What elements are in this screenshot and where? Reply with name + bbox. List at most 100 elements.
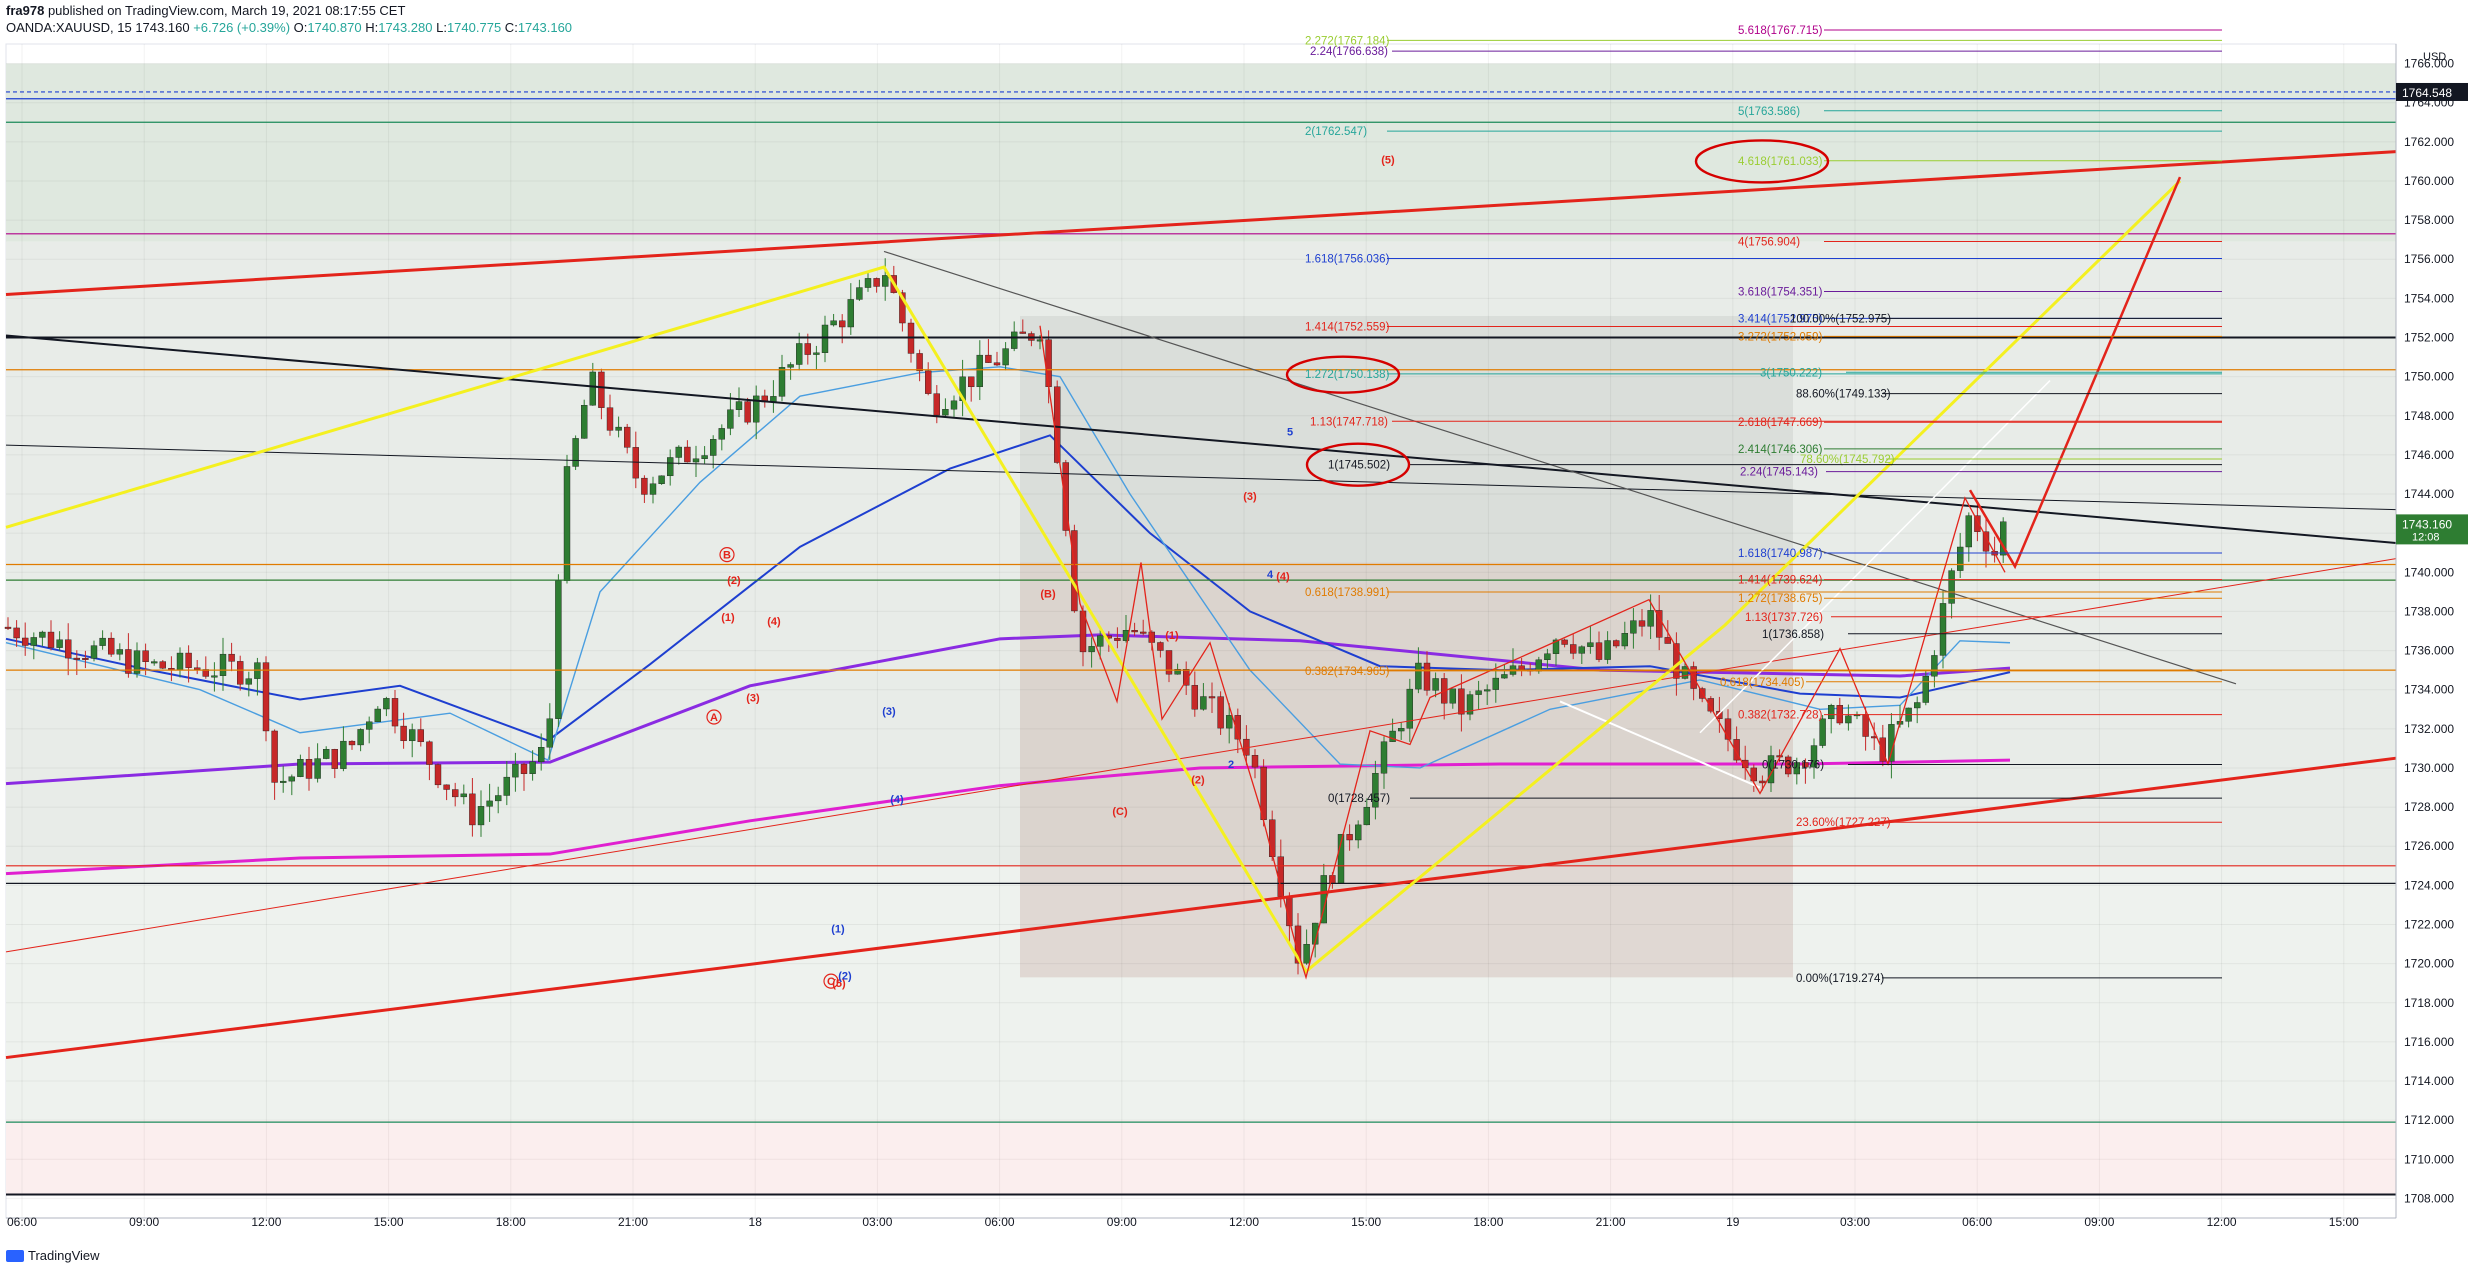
candle (1217, 696, 1224, 729)
y-tick-label: 1760.000 (2404, 174, 2454, 188)
fib-label: 3.618(1754.351) (1738, 286, 1823, 298)
candle (1913, 702, 1921, 709)
candle (718, 428, 725, 440)
candle (1793, 762, 1801, 775)
candle (1294, 925, 1302, 964)
tradingview-logo-icon (6, 1249, 24, 1262)
x-tick-label: 06:00 (985, 1215, 1015, 1229)
candle (546, 718, 553, 748)
y-tick-label: 1732.000 (2404, 722, 2454, 736)
wave-label-circle (719, 547, 735, 563)
fib-label: 1.618(1740.987) (1738, 548, 1823, 560)
y-tick-label: 1752.000 (2404, 331, 2454, 345)
candle (1647, 610, 1654, 627)
candle (1466, 694, 1474, 715)
candle (1449, 688, 1457, 704)
candle (1724, 718, 1732, 740)
last-price: 1743.160 (135, 20, 190, 35)
fib-label: 1.414(1752.559) (1305, 322, 1390, 334)
candle (710, 439, 717, 456)
x-tick-label: 12:00 (251, 1215, 281, 1229)
fib-label: 1.13(1747.718) (1310, 416, 1388, 428)
candle (1208, 696, 1216, 699)
candle (968, 376, 975, 388)
candle (1380, 741, 1388, 774)
x-tick-label: 12:00 (1229, 1215, 1259, 1229)
candle (873, 278, 880, 287)
candle (348, 740, 356, 746)
candle (1458, 688, 1465, 715)
fib-label: 2.24(1766.638) (1310, 46, 1388, 58)
candle (280, 780, 287, 783)
ema-mid (5, 434, 2011, 742)
price-label: 1764.548 (2402, 86, 2452, 100)
wave-label: 4 (1267, 569, 1274, 581)
candle (1750, 767, 1758, 782)
y-tick-label: 1724.000 (2404, 878, 2454, 892)
price-change: +6.726 (+0.39%) (193, 20, 291, 35)
fib-label: 3(1750.222) (1760, 367, 1822, 379)
wave-label: (1) (721, 612, 735, 624)
candle (477, 806, 485, 826)
candle (778, 367, 786, 397)
y-tick-label: 1720.000 (2404, 957, 2454, 971)
candle (133, 650, 141, 674)
y-tick-label: 1762.000 (2404, 135, 2454, 149)
author[interactable]: fra978 (6, 3, 45, 18)
fib-label: 5.618(1767.715) (1738, 25, 1823, 37)
symbol-label[interactable]: OANDA:XAUUSD, 15 (6, 20, 132, 35)
wave-label: (3) (882, 706, 896, 718)
highlight-ellipse (1694, 139, 1830, 184)
candle (495, 795, 502, 802)
candle (1784, 756, 1792, 775)
candle (262, 662, 270, 732)
price-label: 1743.160 (2402, 517, 2452, 531)
y-tick-label: 1748.000 (2404, 409, 2454, 423)
candle (452, 789, 459, 798)
candle (512, 763, 519, 778)
candle (598, 371, 605, 408)
candle (1182, 669, 1190, 686)
candle (658, 475, 665, 484)
y-tick-label: 1734.000 (2404, 683, 2454, 697)
candle (1363, 806, 1371, 826)
x-tick-label: 12:00 (2207, 1215, 2237, 1229)
candle (916, 353, 923, 372)
candle (1423, 662, 1431, 691)
candle (649, 483, 657, 495)
candle (150, 661, 158, 664)
wave-label: A (710, 712, 718, 724)
candle (641, 477, 648, 495)
candle (1415, 662, 1422, 690)
candle (1535, 659, 1543, 672)
candle (796, 343, 803, 365)
candle (950, 400, 958, 410)
downtrend-line (883, 250, 2237, 685)
candle (1638, 620, 1646, 627)
candle (615, 426, 622, 431)
fib-label: 4(1756.904) (1738, 237, 1800, 249)
fib-label: 0.618(1734.405) (1720, 677, 1805, 689)
candle (1071, 530, 1078, 612)
candle (460, 793, 467, 798)
x-tick-label: 06:00 (7, 1215, 37, 1229)
candle (176, 652, 184, 670)
candle (228, 653, 235, 662)
y-tick-label: 1744.000 (2404, 487, 2454, 501)
wave-label-circle (823, 973, 839, 989)
fib-label: 4.618(1761.033) (1738, 156, 1823, 168)
x-tick-label: 15:00 (374, 1215, 404, 1229)
candle (830, 320, 837, 326)
wave-label: (C) (1112, 806, 1128, 818)
candle (1681, 666, 1689, 679)
candle (813, 352, 820, 355)
candle (1518, 665, 1525, 670)
candle (1389, 730, 1396, 742)
highlight-ellipse (1305, 442, 1411, 487)
fib-label: 3.272(1752.059) (1738, 331, 1823, 343)
candle (1397, 728, 1405, 732)
candle (976, 354, 983, 388)
candle (933, 393, 940, 416)
fib-label: 1.414(1739.624) (1738, 575, 1823, 587)
